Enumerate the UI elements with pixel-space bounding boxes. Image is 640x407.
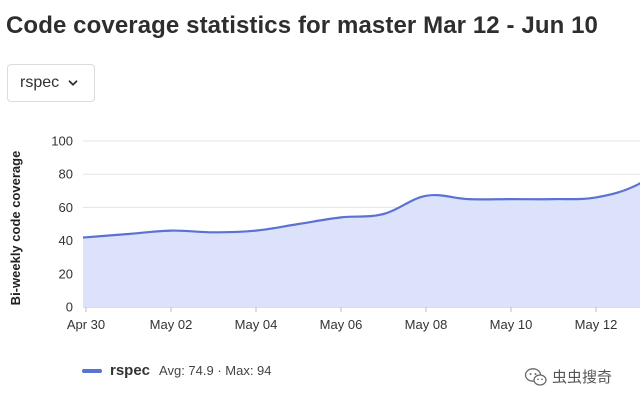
dropdown-selected-value: rspec xyxy=(20,74,60,91)
coverage-chart-svg: 0 20 40 60 80 100 Apr 30 May 02 May 04 May 06 May … xyxy=(8,134,640,332)
x-tick-label: May 06 xyxy=(320,317,363,332)
x-tick-label: May 04 xyxy=(235,317,278,332)
legend-series-stats: Avg: 74.9 · Max: 94 xyxy=(159,363,272,378)
chart-legend[interactable]: rspec Avg: 74.9 · Max: 94 xyxy=(82,362,272,379)
y-tick-label: 100 xyxy=(51,134,73,149)
series-line-rspec[interactable] xyxy=(44,154,640,240)
legend-swatch-rspec xyxy=(82,368,102,373)
test-suite-dropdown[interactable]: rspec xyxy=(7,64,95,102)
x-tick-label: May 10 xyxy=(490,317,533,332)
x-tick-label: Apr 30 xyxy=(67,317,105,332)
x-tick-label: May 02 xyxy=(150,317,193,332)
watermark-text: 虫虫搜奇 xyxy=(552,369,613,386)
y-tick-label: 40 xyxy=(59,233,73,248)
watermark: 虫虫搜奇 xyxy=(524,366,612,387)
chevron-down-icon xyxy=(68,80,78,86)
page-title: Code coverage statistics for master Mar … xyxy=(6,12,598,39)
coverage-chart: 0 20 40 60 80 100 Apr 30 May 02 May 04 May 06 May … xyxy=(0,120,640,340)
wechat-icon xyxy=(524,367,547,386)
y-tick-label: 20 xyxy=(59,266,73,281)
x-tick-label: May 12 xyxy=(575,317,618,332)
y-tick-label: 0 xyxy=(66,300,73,315)
y-axis-label: Bi-weekly code coverage xyxy=(8,151,23,306)
y-tick-label: 60 xyxy=(59,200,73,215)
series-area-rspec xyxy=(83,183,640,307)
x-tick-label: May 08 xyxy=(405,317,448,332)
y-tick-label: 80 xyxy=(59,167,73,182)
legend-series-name: rspec xyxy=(110,362,151,379)
